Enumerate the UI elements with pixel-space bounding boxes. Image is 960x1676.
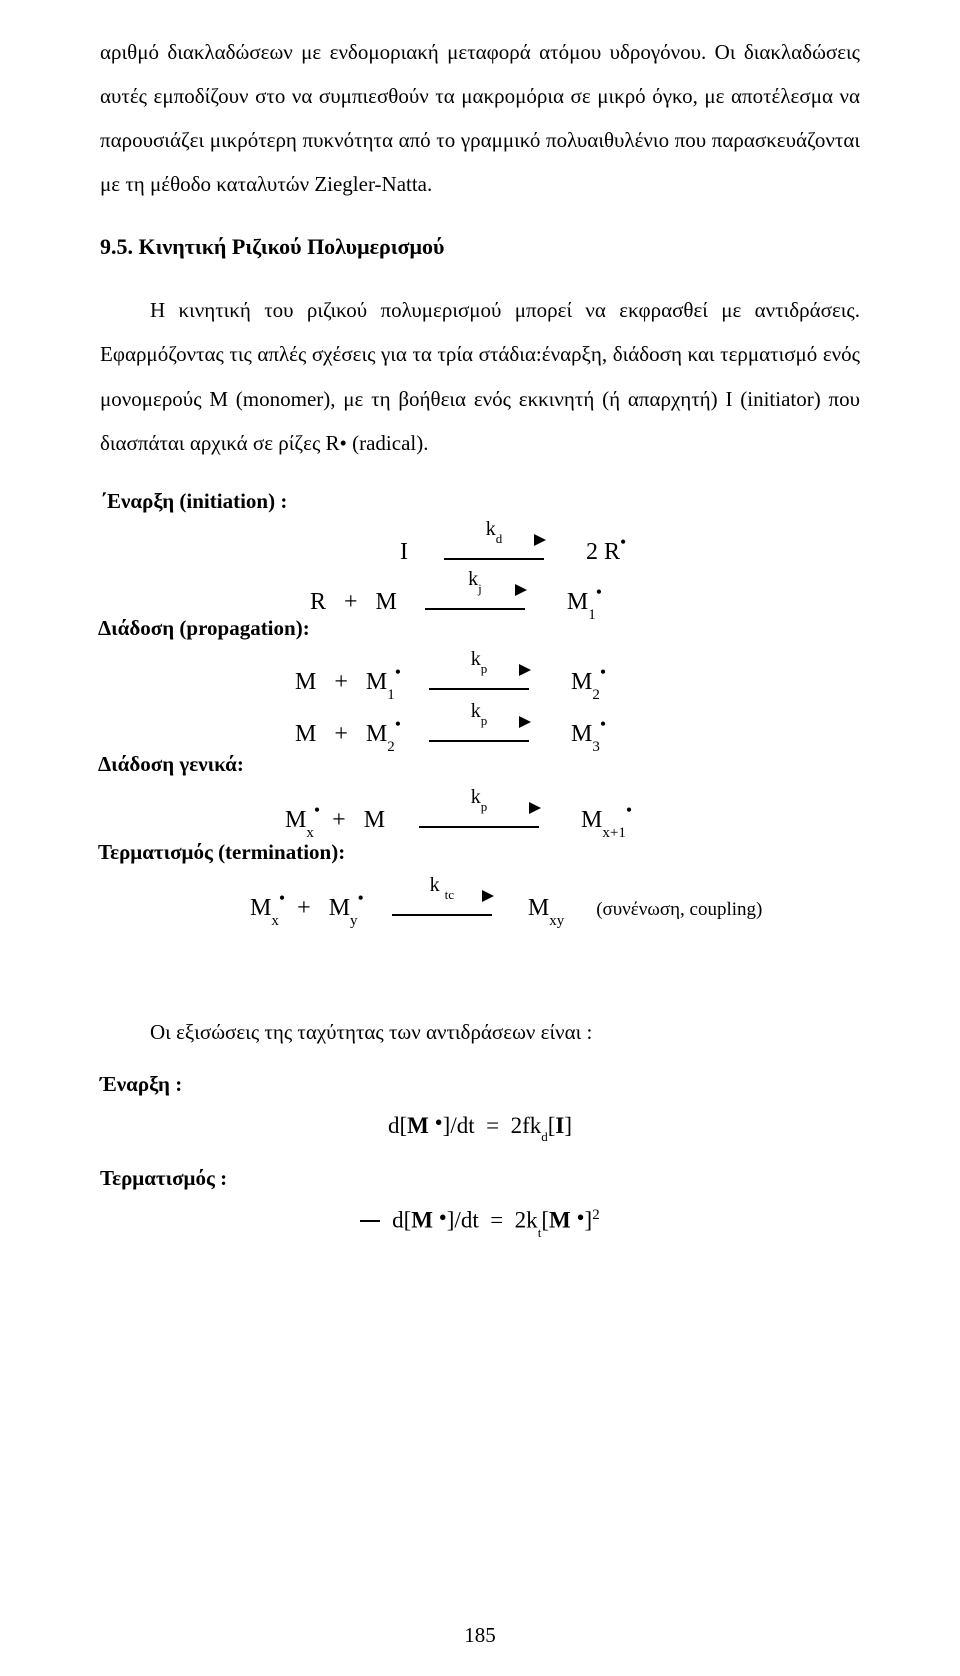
rx6-left: Mx• + My• — [250, 895, 364, 921]
reaction-3: M + M1• kp M2• — [295, 664, 606, 700]
equation-1: d[M •]/dt = 2fkd[I] — [100, 1113, 860, 1143]
rx5-left: Mx• + M — [285, 807, 385, 833]
label-propagation: Διάδοση (propagation): — [98, 616, 310, 641]
label-termination: Τερματισμός (termination): — [98, 840, 345, 865]
rx1-k: kd — [486, 518, 503, 544]
page-number: 185 — [100, 1623, 860, 1648]
rx2-left: R + M — [310, 589, 397, 615]
closing-paragraph: Οι εξισώσεις της ταχύτητας των αντιδράσε… — [100, 1010, 860, 1054]
rx6-note: (συνένωση, coupling) — [596, 899, 762, 920]
reaction-6: Mx• + My• k tc Mxy (συνένωση, coupling) — [250, 890, 762, 926]
paragraph-body: Η κινητική του ριζικού πολυμερισμού μπορ… — [100, 288, 860, 464]
section-heading: 9.5. Κινητική Ριζικού Πολυμερισμού — [100, 234, 860, 260]
rx1-left: I — [400, 539, 408, 565]
eq-label-start: Έναρξη : — [100, 1072, 860, 1097]
reaction-4: M + M2• kp M3• — [295, 716, 606, 752]
rx2-k: kj — [468, 568, 482, 594]
rx3-k: kp — [471, 648, 488, 674]
paragraph-intro: αριθμό διακλαδώσεων με ενδομοριακή μεταφ… — [100, 30, 860, 206]
label-propagation-general: Διάδοση γενικά: — [98, 752, 244, 777]
eq-label-termination: Τερματισμός : — [100, 1166, 860, 1191]
equation-2: d[M •]/dt = 2kt[M •]2 — [100, 1207, 860, 1237]
reaction-5: Mx• + M kp Mx+1• — [285, 802, 632, 838]
rx4-left: M + M2• — [295, 721, 401, 747]
rx6-right: Mxy — [528, 895, 564, 921]
rx5-right: Mx+1• — [581, 807, 632, 833]
rx6-k: k tc — [430, 874, 454, 900]
label-initiation: ΄Εναρξη (initiation) : — [100, 489, 860, 514]
rx5-k: kp — [471, 786, 488, 812]
reaction-scheme: I kd 2 R• R + M kj M1• Διάδοση (propagat… — [100, 516, 860, 986]
rx3-right: M2• — [571, 669, 606, 695]
rx2-right: M1• — [567, 589, 602, 615]
rx4-right: M3• — [571, 721, 606, 747]
section-title-text: Κινητική Ριζικού Πολυμερισμού — [139, 234, 445, 259]
rx1-right: 2 R• — [586, 539, 626, 565]
section-number: 9.5. — [100, 234, 133, 259]
reaction-1: I kd 2 R• — [400, 534, 626, 567]
rx3-left: M + M1• — [295, 669, 401, 695]
reaction-2: R + M kj M1• — [310, 584, 602, 620]
rx4-k: kp — [471, 700, 488, 726]
